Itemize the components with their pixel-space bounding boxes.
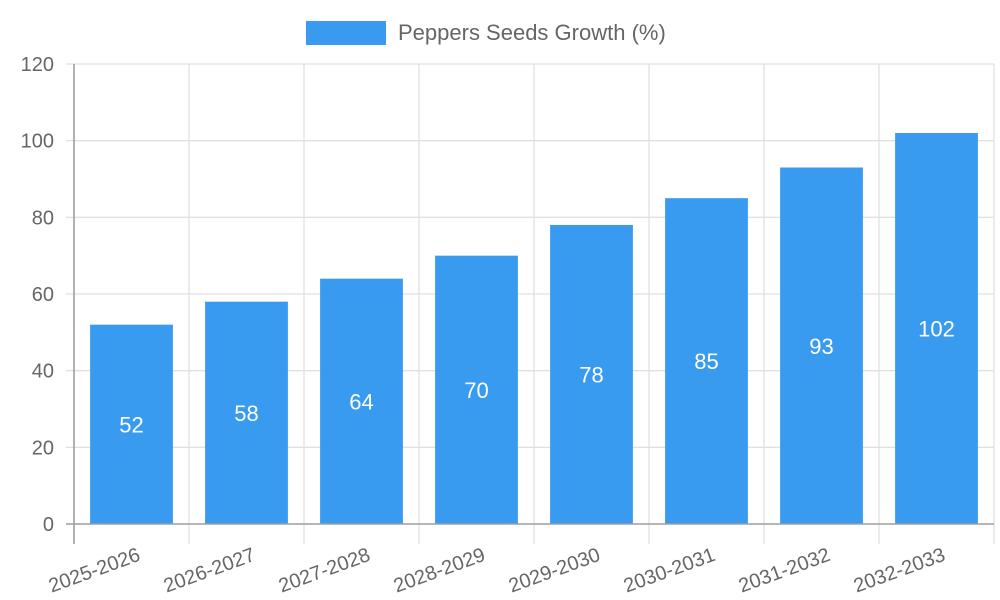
legend[interactable]: Peppers Seeds Growth (%) (306, 18, 666, 48)
bar-value-label: 78 (579, 363, 603, 388)
bar[interactable] (90, 324, 173, 524)
x-tick-label: 2029-2030 (506, 544, 603, 597)
bar-value-label: 52 (119, 412, 143, 437)
bar[interactable] (435, 255, 518, 524)
legend-swatch (306, 21, 386, 45)
y-tick-label: 0 (43, 514, 54, 536)
bar-value-label: 93 (809, 334, 833, 359)
y-tick-label: 20 (32, 437, 54, 459)
bar[interactable] (320, 278, 403, 524)
y-tick-label: 40 (32, 361, 54, 383)
x-tick-label: 2032-2033 (851, 544, 948, 597)
y-axis-labels: 0 20 40 60 80 100 120 (21, 54, 54, 536)
bars: 52 58 64 70 78 85 93 102 (90, 133, 978, 524)
y-tick-label: 100 (21, 131, 54, 153)
x-tick-label: 2027-2028 (276, 544, 373, 597)
bar[interactable] (895, 133, 978, 524)
bar-value-label: 70 (464, 378, 488, 403)
x-tick-label: 2026-2027 (161, 544, 258, 597)
x-tick-label: 2031-2032 (736, 544, 833, 597)
bar[interactable] (550, 225, 633, 524)
bar-value-label: 85 (694, 349, 718, 374)
bar-value-label: 64 (349, 389, 373, 414)
axes (66, 64, 994, 544)
bar[interactable] (780, 167, 863, 525)
x-tick-label: 2028-2029 (391, 544, 488, 597)
y-tick-label: 80 (32, 207, 54, 229)
bar[interactable] (665, 198, 748, 524)
legend-label: Peppers Seeds Growth (%) (398, 20, 666, 45)
y-tick-label: 60 (32, 284, 54, 306)
bar-value-label: 102 (918, 317, 955, 342)
x-tick-label: 2030-2031 (621, 544, 718, 597)
x-tick-label: 2025-2026 (46, 544, 143, 597)
y-tick-label: 120 (21, 54, 54, 76)
bar[interactable] (205, 301, 288, 524)
bar-value-label: 58 (234, 401, 258, 426)
x-axis-labels: 2025-2026 2026-2027 2027-2028 2028-2029 2029… (46, 544, 948, 597)
